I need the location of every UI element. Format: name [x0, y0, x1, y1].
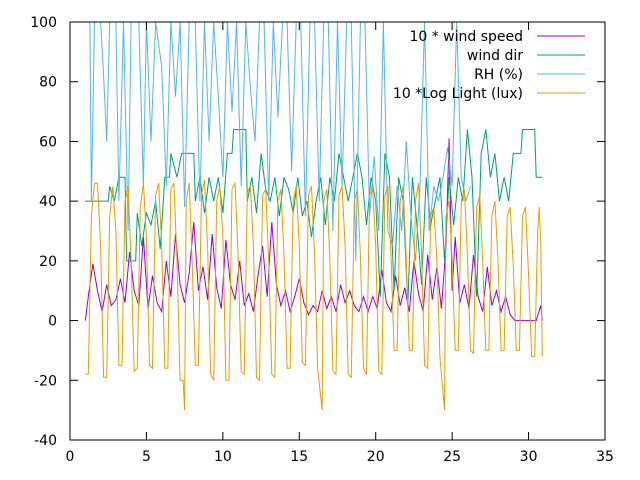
- y-tick-label: -40: [34, 433, 57, 449]
- x-tick-label: 0: [66, 449, 75, 465]
- y-tick-label: 20: [39, 254, 57, 270]
- y-tick-label: 40: [39, 194, 57, 210]
- y-tick-label: 100: [30, 15, 57, 31]
- legend-label-0: 10 * wind speed: [409, 29, 523, 45]
- series-line-2: [85, 22, 471, 261]
- legend: 10 * wind speed wind dir RH (%) 10 *Log Lig…: [393, 29, 585, 102]
- y-tick-label: 0: [48, 314, 57, 330]
- series-line-1: [85, 129, 543, 306]
- y-tick-label: 80: [39, 75, 57, 91]
- legend-label-3: 10 *Log Light (lux): [393, 86, 523, 102]
- axis-layer: 0 5 10 15 20 25 30 35 -40 -20 0 20 40 60 80 100: [30, 15, 614, 465]
- x-tick-label: 15: [290, 449, 308, 465]
- x-tick-label: 20: [367, 449, 385, 465]
- y-tick-label: 60: [39, 134, 57, 150]
- y-tick-label: -20: [34, 373, 57, 389]
- plot-frame: [69, 21, 606, 441]
- legend-label-1: wind dir: [467, 48, 523, 64]
- x-tick-label: 25: [443, 449, 461, 465]
- series-line-0: [84, 138, 543, 322]
- series-line-3: [85, 180, 543, 411]
- legend-label-2: RH (%): [474, 67, 523, 83]
- x-tick-label: 10: [214, 449, 232, 465]
- series-layer: [84, 22, 543, 411]
- x-tick-label: 35: [596, 449, 614, 465]
- x-tick-label: 30: [520, 449, 538, 465]
- x-tick-label: 5: [142, 449, 151, 465]
